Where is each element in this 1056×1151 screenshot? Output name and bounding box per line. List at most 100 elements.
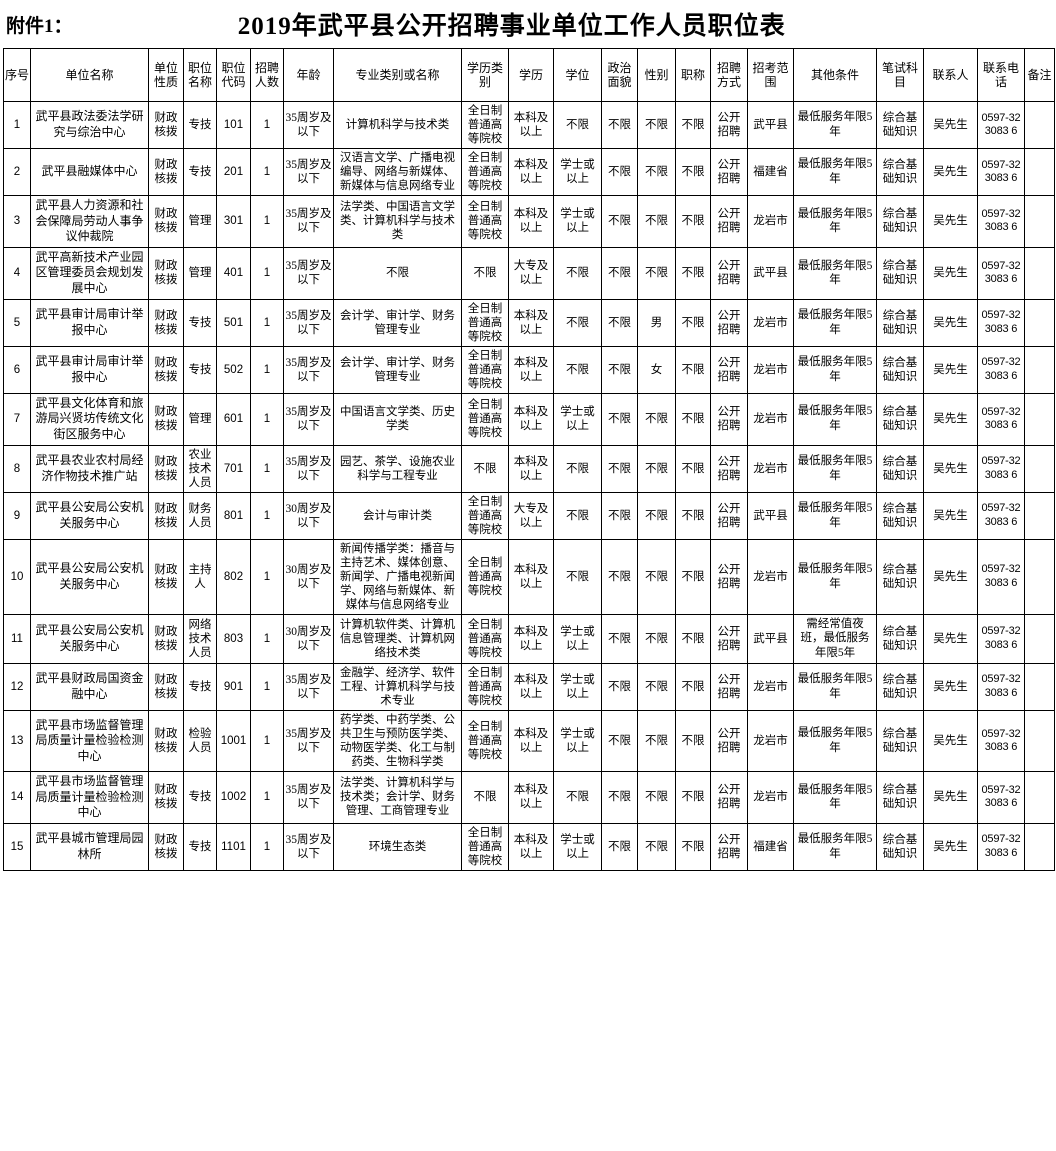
cell-nature: 财政核拨 [148,770,184,824]
cell-unit: 武平县审计局审计举报中心 [30,345,149,394]
cell-code: 701 [216,444,251,493]
cell-post: 财务人员 [183,491,217,540]
table-row: 11 武平县公安局公安机关服务中心 财政核拨 网络技术人员 803 1 30周岁及以下 计算机… [3,613,1055,664]
cell-nature: 财政核拨 [148,538,184,615]
cell-post: 专技 [183,100,217,150]
cell-unit: 武平县文化体育和旅游局兴贤坊传统文化街区服务中心 [30,392,149,446]
cell-degree: 学士或以上 [553,392,602,446]
cell-age: 35周岁及以下 [283,770,334,824]
cell-major: 新闻传播学类：播音与主持艺术、媒体创意、新闻学、广播电视新闻学、网络与新媒体、新… [333,538,462,615]
cell-politics: 不限 [601,491,638,540]
table-row: 9 武平县公安局公安机关服务中心 财政核拨 财务人员 801 1 30周岁及以下 会计与审计类… [3,491,1055,540]
cell-politics: 不限 [601,662,638,711]
cell-remark [1024,538,1055,615]
table-row: 14 武平县市场监督管理局质量计量检验检测中心 财政核拨 专技 1002 1 35周岁及以下… [3,770,1055,824]
cell-gender: 不限 [637,392,676,446]
cell-edutype: 全日制普通高等院校 [461,195,509,248]
cell-seq: 3 [3,195,31,248]
cell-major: 计算机软件类、计算机信息管理类、计算机网络技术类 [333,613,462,664]
cell-method: 公开招聘 [710,392,748,446]
cell-edutype: 不限 [461,246,509,300]
cell-other: 需经常值夜班，最低服务年限5年 [793,613,877,664]
cell-remark [1024,662,1055,711]
table-row: 6 武平县审计局审计举报中心 财政核拨 专技 502 1 35周岁及以下 会计学、审计学、财务… [3,345,1055,394]
cell-major: 会计学、审计学、财务管理专业 [333,298,462,347]
column-header-unit: 单位名称 [30,48,149,102]
column-header-gender: 性别 [637,48,676,102]
cell-count: 1 [250,538,284,615]
cell-scope: 龙岩市 [747,345,794,394]
cell-remark [1024,195,1055,248]
cell-edutype: 全日制普通高等院校 [461,491,509,540]
cell-post: 专技 [183,822,217,871]
cell-title: 不限 [675,613,711,664]
cell-contact: 吴先生 [923,538,978,615]
cell-age: 35周岁及以下 [283,345,334,394]
cell-title: 不限 [675,100,711,150]
table-row: 13 武平县市场监督管理局质量计量检验检测中心 财政核拨 检验人员 1001 1 35周岁及… [3,709,1055,772]
cell-seq: 11 [3,613,31,664]
cell-phone: 0597-323083 6 [977,148,1025,197]
cell-edu: 大专及以上 [508,491,554,540]
cell-scope: 龙岩市 [747,709,794,772]
cell-post: 专技 [183,298,217,347]
cell-politics: 不限 [601,345,638,394]
column-header-degree: 学位 [553,48,602,102]
cell-nature: 财政核拨 [148,709,184,772]
cell-major: 中国语言文学类、历史学类 [333,392,462,446]
cell-other: 最低服务年限5年 [793,195,877,248]
cell-title: 不限 [675,392,711,446]
cell-unit: 武平县城市管理局园林所 [30,822,149,871]
cell-contact: 吴先生 [923,822,978,871]
cell-code: 802 [216,538,251,615]
cell-title: 不限 [675,538,711,615]
cell-title: 不限 [675,822,711,871]
cell-phone: 0597-323083 6 [977,444,1025,493]
table-row: 4 武平高新技术产业园区管理委员会规划发展中心 财政核拨 管理 401 1 35周岁及以下不… [3,246,1055,300]
cell-other: 最低服务年限5年 [793,246,877,300]
cell-title: 不限 [675,709,711,772]
cell-politics: 不限 [601,246,638,300]
cell-seq: 15 [3,822,31,871]
cell-degree: 不限 [553,246,602,300]
cell-seq: 2 [3,148,31,197]
cell-remark [1024,491,1055,540]
cell-politics: 不限 [601,392,638,446]
cell-phone: 0597-323083 6 [977,345,1025,394]
cell-code: 301 [216,195,251,248]
cell-exam: 综合基础知识 [876,491,924,540]
cell-gender: 不限 [637,195,676,248]
cell-exam: 综合基础知识 [876,822,924,871]
cell-phone: 0597-323083 6 [977,822,1025,871]
cell-contact: 吴先生 [923,246,978,300]
cell-contact: 吴先生 [923,491,978,540]
cell-unit: 武平县人力资源和社会保障局劳动人事争议仲裁院 [30,195,149,248]
cell-post: 管理 [183,392,217,446]
cell-remark [1024,613,1055,664]
cell-edu: 本科及以上 [508,770,554,824]
cell-exam: 综合基础知识 [876,662,924,711]
cell-exam: 综合基础知识 [876,613,924,664]
table-row: 1 武平县政法委法学研究与综治中心 财政核拨 专技 101 1 35周岁及以下 计算机科学与技… [3,100,1055,150]
cell-phone: 0597-323083 6 [977,246,1025,300]
cell-title: 不限 [675,491,711,540]
cell-scope: 龙岩市 [747,195,794,248]
cell-phone: 0597-323083 6 [977,392,1025,446]
cell-age: 35周岁及以下 [283,246,334,300]
cell-seq: 10 [3,538,31,615]
page-title: 2019年武平县公开招聘事业单位工作人员职位表 [237,13,786,40]
cell-edu: 本科及以上 [508,613,554,664]
cell-remark [1024,770,1055,824]
cell-contact: 吴先生 [923,770,978,824]
cell-contact: 吴先生 [923,345,978,394]
cell-politics: 不限 [601,195,638,248]
cell-other: 最低服务年限5年 [793,345,877,394]
cell-phone: 0597-323083 6 [977,538,1025,615]
cell-seq: 7 [3,392,31,446]
cell-nature: 财政核拨 [148,298,184,347]
cell-seq: 4 [3,246,31,300]
cell-remark [1024,709,1055,772]
cell-edutype: 不限 [461,444,509,493]
cell-nature: 财政核拨 [148,613,184,664]
cell-count: 1 [250,100,284,150]
